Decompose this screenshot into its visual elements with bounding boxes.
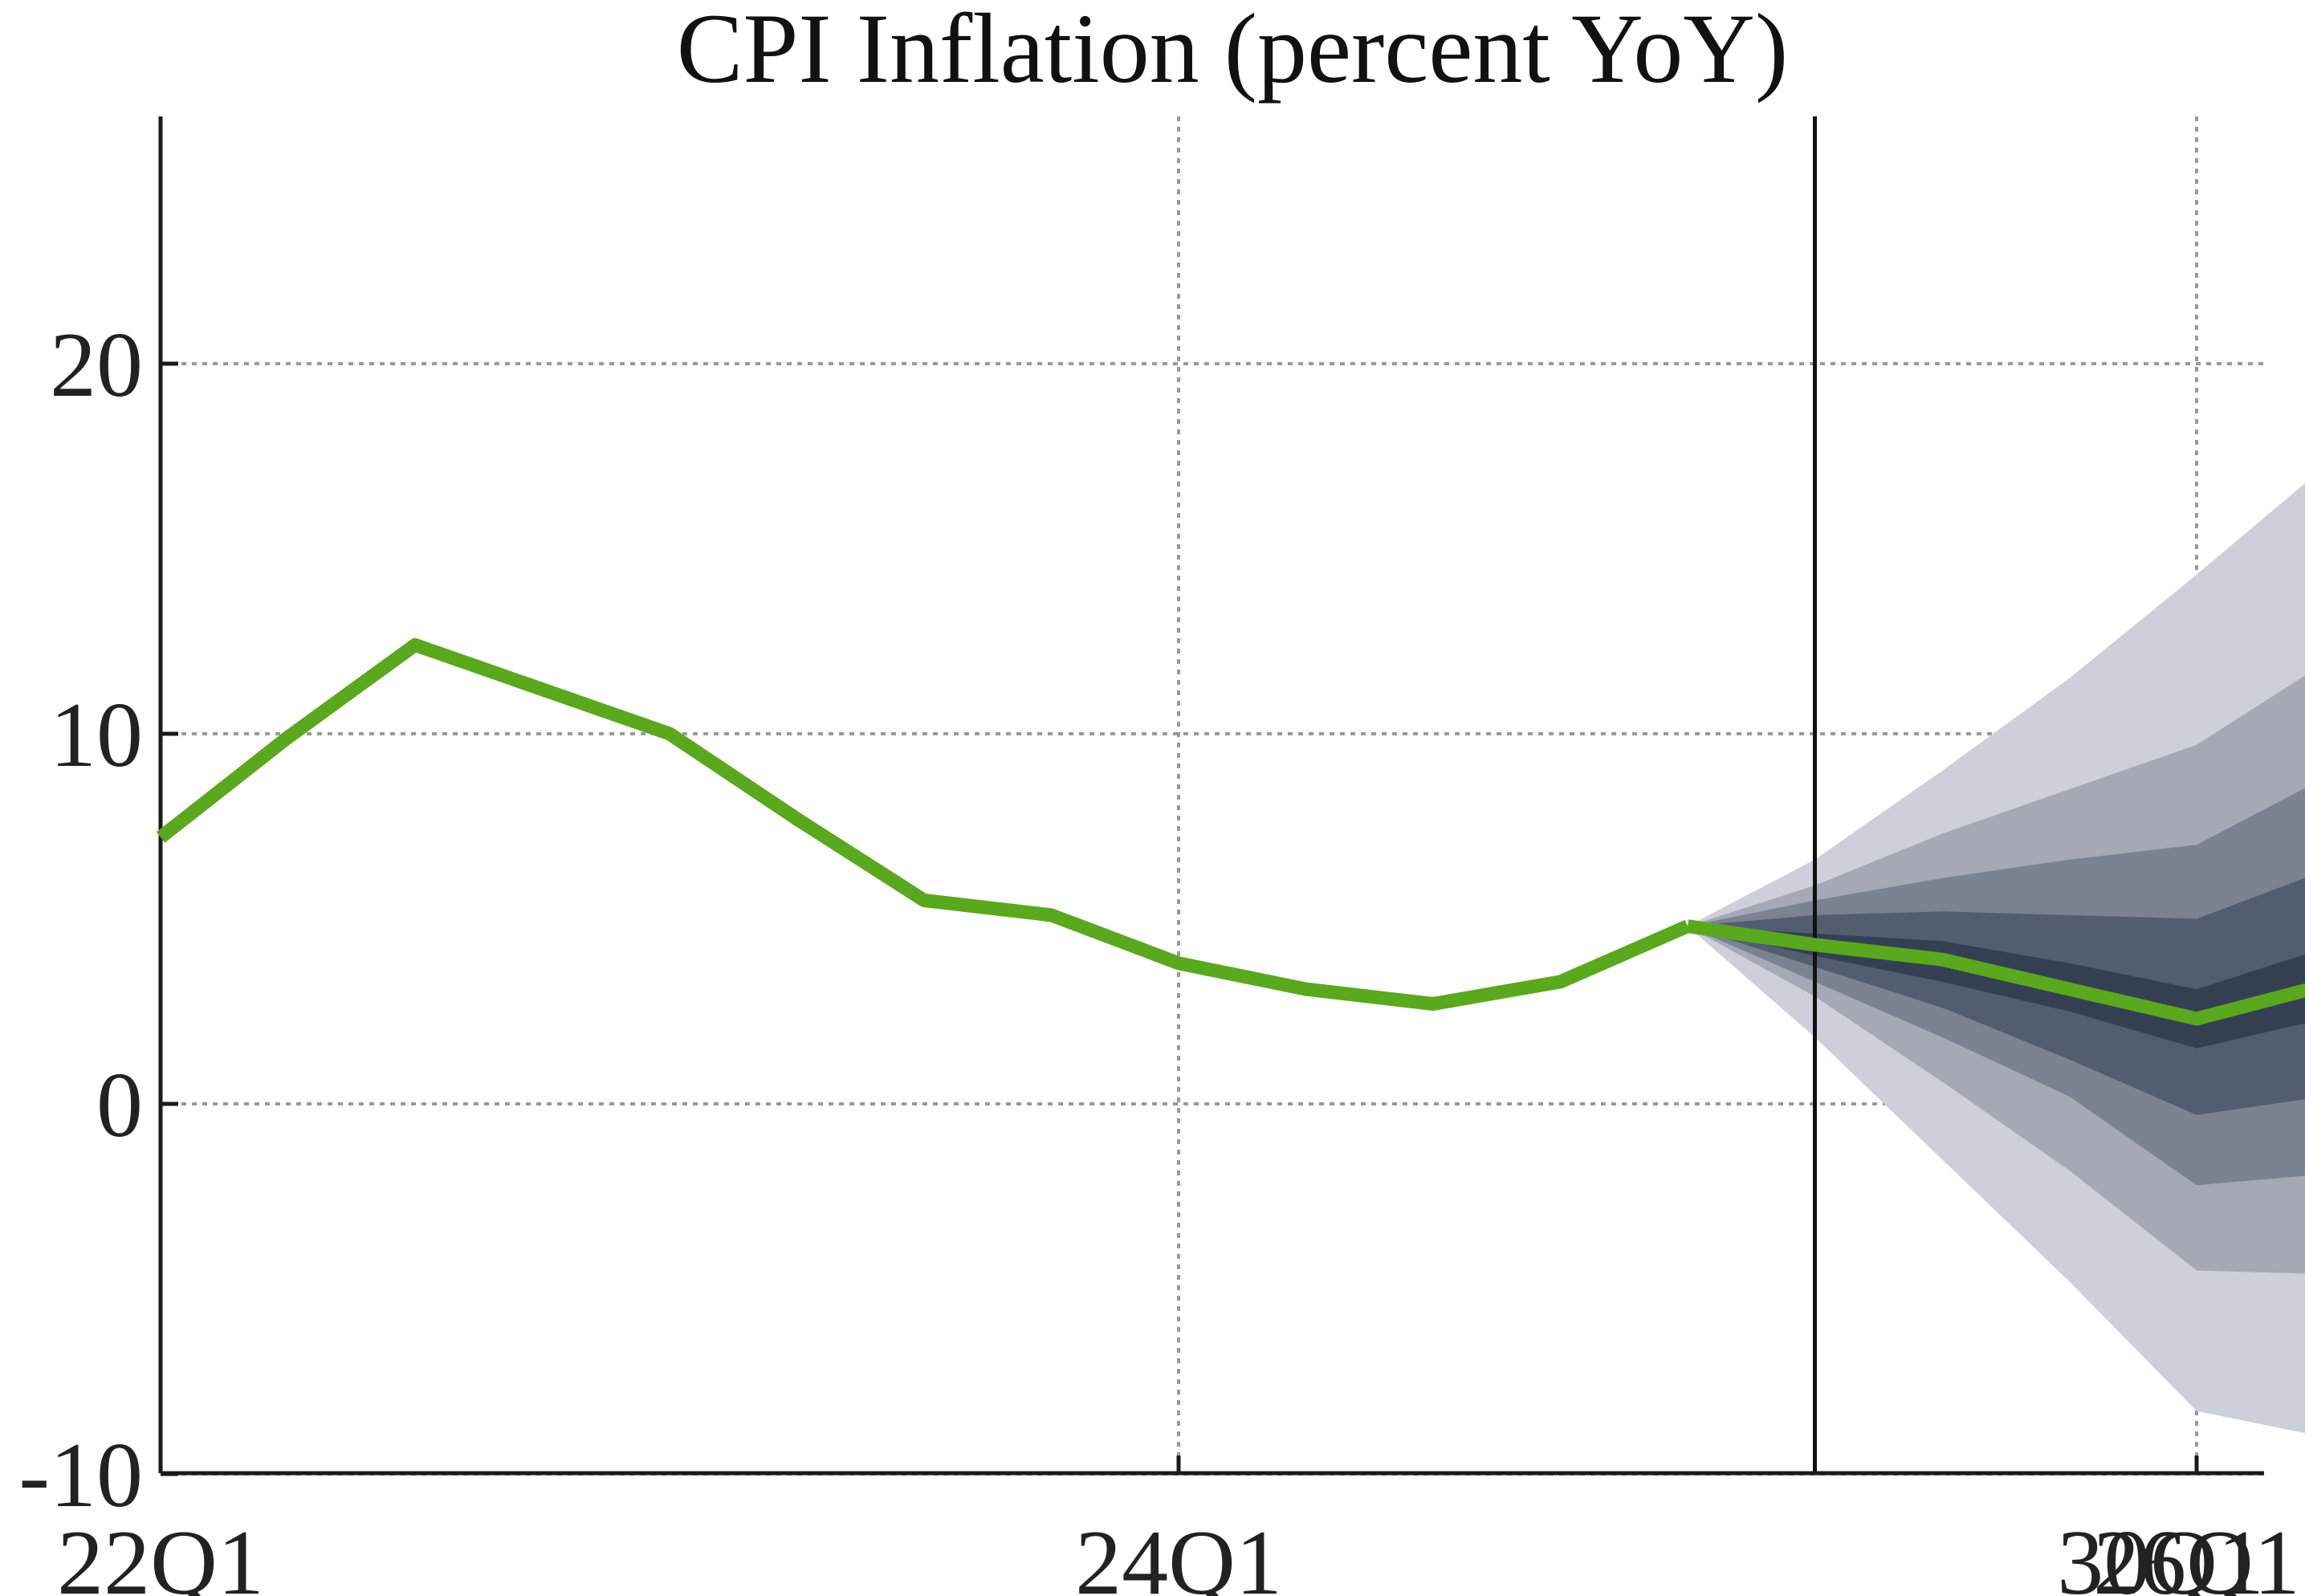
fan-band-5 xyxy=(1688,926,2305,1048)
x-tick-label: 30Q1 xyxy=(2057,1512,2264,1596)
x-tick-label: 24Q1 xyxy=(1075,1512,1282,1596)
x-tick-label: 22Q1 xyxy=(57,1512,264,1596)
y-tick-label: 10 xyxy=(50,684,143,787)
median-forecast-line xyxy=(1686,919,2305,1026)
x-axis-tick-labels: 22Q124Q126Q128Q130Q1 xyxy=(57,1512,2300,1596)
x-tick-label: 26Q1 xyxy=(2093,1512,2300,1596)
y-tick-label: 20 xyxy=(50,314,143,417)
chart-title: CPI Inflation (percent YoY) xyxy=(677,0,1788,104)
y-tick-label: -10 xyxy=(18,1424,143,1527)
fan-bands xyxy=(1688,482,2305,1434)
history-line xyxy=(156,637,1691,1011)
inflation-series xyxy=(156,637,2305,1026)
axes xyxy=(158,116,2264,1476)
y-axis-tick-labels: -10 0 10 20 xyxy=(18,314,143,1527)
y-tick-label: 0 xyxy=(96,1054,143,1157)
